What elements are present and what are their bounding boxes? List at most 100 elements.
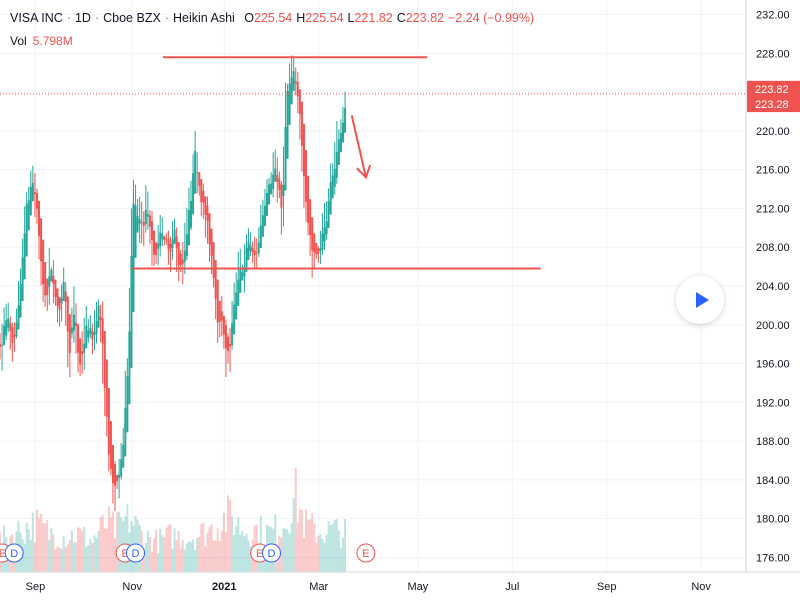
candle-body: [313, 233, 316, 253]
candle-body: [290, 77, 293, 105]
y-tick-label: 176.00: [756, 552, 790, 564]
candle-body: [70, 327, 73, 334]
candle-body: [109, 421, 112, 469]
volume-bar: [231, 516, 234, 572]
volume-bar: [274, 514, 277, 572]
candle-body: [251, 248, 254, 253]
volume-bar: [109, 517, 112, 572]
volume-bar: [48, 539, 51, 572]
volume-bar: [161, 535, 164, 572]
interval-label[interactable]: 1D: [74, 11, 91, 25]
y-tick-label: 216.00: [756, 165, 790, 177]
volume-bar: [196, 538, 199, 572]
candle-body: [1, 344, 4, 346]
volume-bar: [93, 535, 96, 572]
candle-body: [317, 248, 320, 254]
candle-body: [56, 288, 59, 306]
y-tick-label: 228.00: [756, 48, 790, 60]
candle-body: [259, 225, 262, 248]
volume-bar: [167, 525, 170, 572]
candle-body: [333, 168, 336, 187]
candle-body: [5, 320, 8, 336]
marker-label: E: [0, 548, 6, 560]
candle-body: [302, 123, 305, 177]
volume-bar: [79, 527, 82, 572]
earnings-marker[interactable]: E: [356, 543, 376, 563]
volume-bar: [101, 514, 104, 572]
volume-bar: [280, 537, 283, 572]
volume-bar: [38, 518, 41, 572]
volume-bar: [284, 528, 287, 572]
candle-body: [200, 178, 203, 203]
candle-body: [167, 238, 170, 249]
x-tick-label: Nov: [122, 581, 142, 593]
volume-bar: [290, 523, 293, 572]
volume-bar: [229, 499, 232, 572]
volume-bar: [214, 540, 217, 572]
volume-bar: [325, 534, 328, 572]
volume-bar: [243, 536, 246, 572]
dividend-marker[interactable]: D: [261, 543, 281, 563]
candle-body: [126, 376, 129, 433]
marker-label: D: [268, 548, 276, 560]
low-value: 221.82: [354, 11, 393, 25]
candle-body: [235, 292, 238, 320]
candle-body: [91, 330, 94, 340]
candle-body: [64, 291, 67, 303]
candle-body: [27, 200, 30, 231]
candle-body: [344, 108, 347, 133]
candle-body: [300, 101, 303, 146]
change-value: −2.24 (−0.99%): [447, 11, 535, 25]
candle-body: [323, 227, 326, 242]
candle-body: [305, 150, 308, 202]
candle-body: [136, 216, 139, 232]
candle-body: [286, 91, 289, 159]
volume-bar: [44, 523, 47, 572]
candle-body: [175, 236, 178, 248]
candle-body: [206, 205, 209, 221]
chart-style-label[interactable]: Heikin Ashi: [172, 11, 235, 25]
dividend-marker[interactable]: D: [126, 543, 146, 563]
candle-body: [77, 324, 80, 353]
candle-body: [97, 305, 100, 328]
low-key: L: [347, 11, 355, 25]
dividend-marker[interactable]: D: [4, 543, 24, 563]
price-tag: [747, 80, 800, 97]
volume-bar: [298, 508, 301, 572]
candle-body: [325, 221, 328, 235]
candle-body: [216, 279, 219, 323]
candle-body: [231, 323, 234, 346]
volume-bar: [54, 549, 57, 572]
x-tick-label: Nov: [691, 581, 711, 593]
volume-bar: [146, 530, 149, 572]
candle-body: [48, 276, 51, 287]
candle-body: [142, 221, 145, 226]
y-tick-label: 212.00: [756, 203, 790, 215]
volume-bar: [341, 537, 344, 572]
legend-header: VISA INC · 1D · Cboe BZX · Heikin Ashi O225.54…: [10, 11, 535, 25]
arrow-head: [356, 164, 372, 180]
candle-body: [296, 82, 299, 97]
candle-body: [169, 243, 172, 253]
volume-bar: [321, 539, 324, 572]
marker-label: D: [132, 548, 140, 560]
volume-bar: [220, 530, 223, 572]
volume-bar: [62, 536, 65, 572]
volume-bar: [64, 547, 67, 572]
volume-bar: [83, 526, 86, 572]
close-key: C: [396, 11, 406, 25]
volume-bar: [42, 522, 45, 572]
candle-body: [60, 298, 63, 304]
volume-bar: [116, 512, 119, 572]
volume-bar: [288, 533, 291, 572]
symbol-name[interactable]: VISA INC: [10, 11, 63, 25]
volume-bar: [323, 543, 326, 572]
volume-label: Vol: [10, 34, 27, 48]
volume-bar: [309, 519, 312, 572]
play-button[interactable]: [676, 276, 724, 324]
x-tick-label: Mar: [309, 581, 328, 593]
volume-bar: [81, 530, 84, 572]
candle-body: [79, 338, 82, 365]
